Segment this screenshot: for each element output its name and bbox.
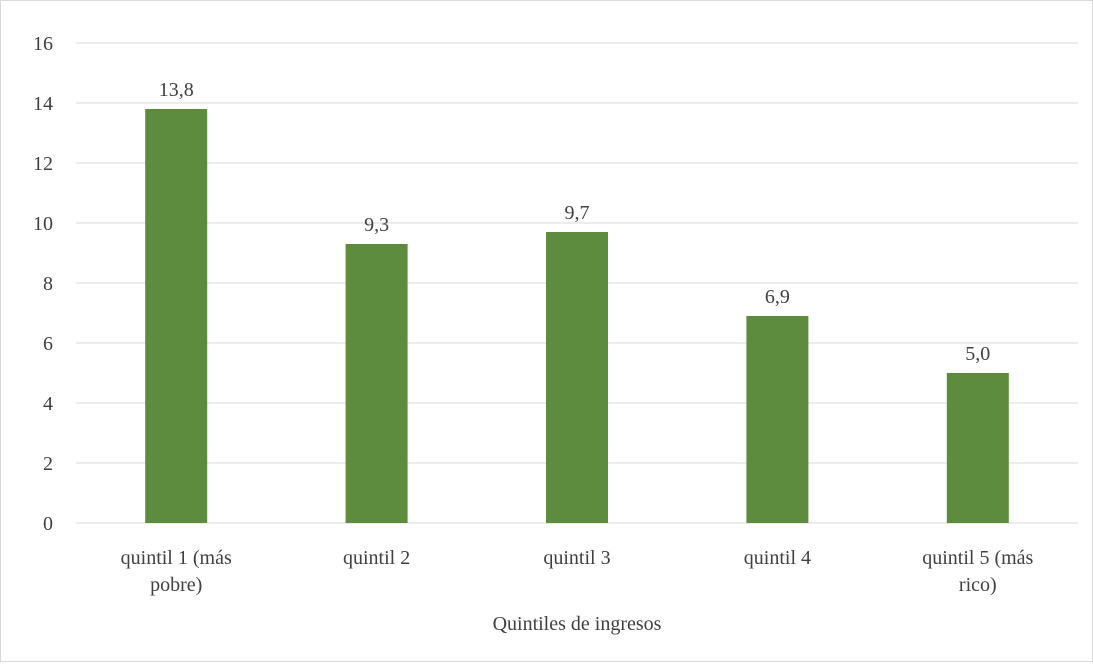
x-category-label: quintil 4 [744,547,811,569]
y-tick-label: 4 [43,393,53,415]
data-label: 5,0 [965,343,990,365]
y-tick-label: 16 [33,33,53,55]
y-axis-ticks: 0 2 4 6 8 10 12 14 16 [33,33,53,535]
y-tick-label: 14 [33,93,53,115]
x-category-label: quintil 3 [543,547,610,569]
x-category-label: quintil 2 [343,547,410,569]
y-tick-label: 10 [33,213,53,235]
x-category-label: quintil 1 (más pobre) [121,547,232,596]
bars [145,109,1009,523]
y-tick-label: 8 [43,273,53,295]
bar [746,316,809,523]
data-label: 13,8 [159,79,194,101]
data-labels: 13,8 9,3 9,7 6,9 5,0 [159,79,991,365]
x-category-label: quintil 5 (más rico) [922,547,1033,596]
y-tick-label: 2 [43,453,53,475]
y-tick-label: 12 [33,153,53,175]
y-tick-label: 6 [43,333,53,355]
data-label: 6,9 [765,286,790,308]
bar [145,109,208,523]
data-label: 9,7 [565,202,590,224]
bar [946,373,1009,523]
x-axis-categories: quintil 1 (más pobre) quintil 2 quintil 3 qu… [121,547,1034,596]
data-label: 9,3 [364,214,389,236]
x-axis-title: Quintiles de ingresos [493,613,662,635]
y-tick-label: 0 [43,513,53,535]
bar [345,244,408,523]
bar [546,232,608,523]
